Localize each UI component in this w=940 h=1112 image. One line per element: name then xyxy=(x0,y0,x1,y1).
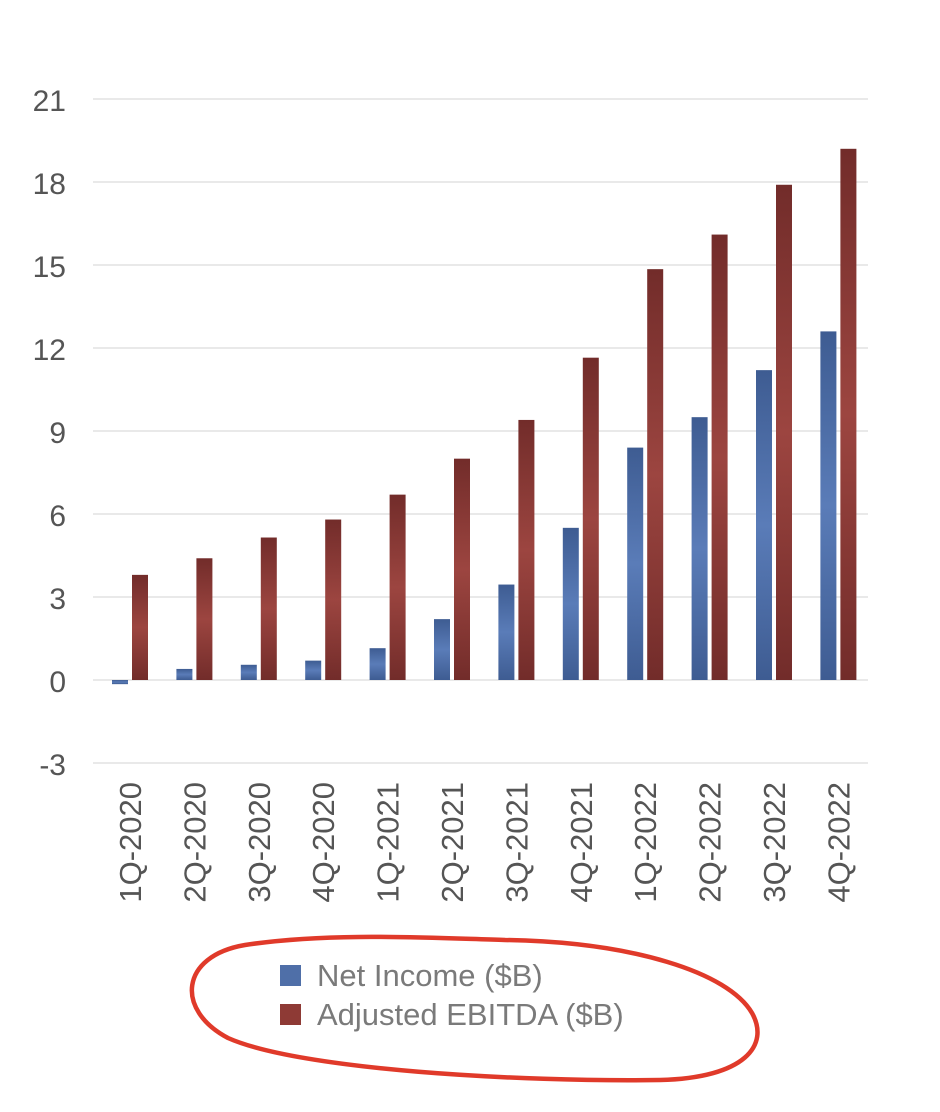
bar-net-income xyxy=(820,331,837,680)
y-tick-label: 6 xyxy=(49,500,66,533)
bar-net-income xyxy=(305,660,322,680)
x-tick-label: 3Q-2020 xyxy=(242,782,277,903)
bar-adjusted-ebitda xyxy=(454,458,470,680)
x-tick-label: 4Q-2022 xyxy=(821,782,856,903)
y-axis: -3 0 3 6 9 12 15 18 21 xyxy=(33,85,66,782)
bar-adjusted-ebitda xyxy=(389,494,406,680)
x-axis: 1Q-2020 2Q-2020 3Q-2020 4Q-2020 1Q-2021 2Q-20… xyxy=(113,782,856,903)
x-tick-label: 1Q-2022 xyxy=(628,782,663,903)
y-tick-label: 12 xyxy=(33,334,66,367)
x-tick-label: 2Q-2021 xyxy=(435,782,470,903)
bar-adjusted-ebitda xyxy=(196,558,213,680)
x-tick-label: 3Q-2021 xyxy=(499,782,534,903)
y-tick-label: 15 xyxy=(33,251,66,284)
x-tick-label: 1Q-2020 xyxy=(113,782,148,903)
x-tick-label: 2Q-2020 xyxy=(177,782,212,903)
y-tick-label: 21 xyxy=(33,85,66,118)
bar-net-income xyxy=(691,417,708,680)
bar-net-income xyxy=(434,619,450,680)
legend: Net Income ($B) Adjusted EBITDA ($B) xyxy=(280,958,624,1032)
bar-net-income xyxy=(369,648,386,680)
y-tick-label: 3 xyxy=(49,583,66,616)
bar-adjusted-ebitda xyxy=(647,269,664,680)
bar-adjusted-ebitda xyxy=(132,574,148,680)
red-annotation-circle xyxy=(189,934,760,1083)
bar-net-income xyxy=(756,370,772,680)
bar-adjusted-ebitda xyxy=(582,357,599,680)
grid-lines xyxy=(93,98,868,764)
bar-net-income xyxy=(240,664,257,680)
bar-net-income xyxy=(176,668,193,680)
bar-net-income xyxy=(112,680,128,685)
bar-adjusted-ebitda xyxy=(260,537,277,680)
x-tick-label: 4Q-2020 xyxy=(306,782,341,903)
bar-net-income xyxy=(562,527,579,680)
bar-adjusted-ebitda xyxy=(518,419,535,680)
bar-adjusted-ebitda xyxy=(711,234,728,681)
x-tick-label: 4Q-2021 xyxy=(564,782,599,903)
x-tick-label: 3Q-2022 xyxy=(757,782,792,903)
legend-swatch-net-income xyxy=(280,965,301,986)
y-tick-label: 0 xyxy=(49,666,66,699)
bar-net-income xyxy=(498,584,515,680)
bar-net-income xyxy=(627,447,644,680)
legend-label-adjusted-ebitda: Adjusted EBITDA ($B) xyxy=(317,997,624,1032)
x-tick-label: 1Q-2021 xyxy=(371,782,406,903)
legend-label-net-income: Net Income ($B) xyxy=(317,958,543,993)
bar-adjusted-ebitda xyxy=(840,148,857,681)
x-tick-label: 2Q-2022 xyxy=(693,782,728,903)
legend-swatch-adjusted-ebitda xyxy=(280,1004,301,1025)
bars xyxy=(112,148,857,685)
y-tick-label: -3 xyxy=(39,749,66,782)
bar-adjusted-ebitda xyxy=(776,184,792,680)
y-tick-label: 18 xyxy=(33,168,66,201)
y-tick-label: 9 xyxy=(49,417,66,450)
bar-adjusted-ebitda xyxy=(325,519,342,680)
